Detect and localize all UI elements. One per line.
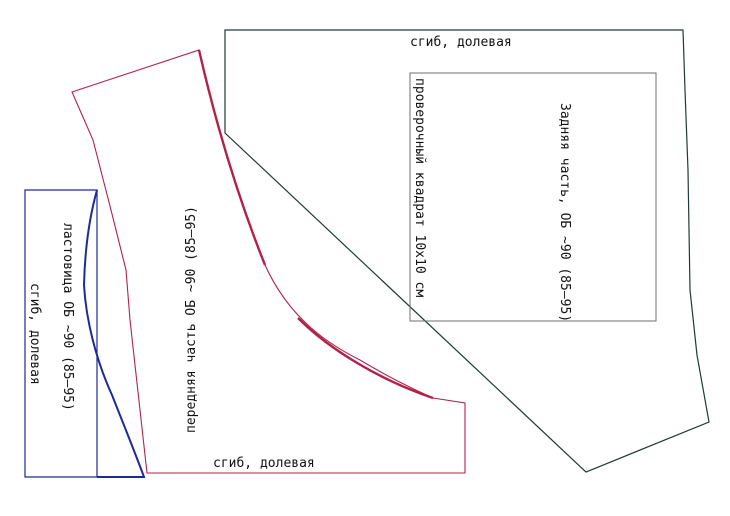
- test-square: [409, 72, 657, 322]
- front-fold-label: сгиб, долевая: [213, 456, 315, 471]
- test-square-label: проверочный квадрат 10х10 см: [412, 78, 427, 297]
- front-piece-outline: [71, 49, 466, 474]
- gusset-fold-label: сгиб, долевая: [27, 283, 42, 385]
- front-piece-label: передняя часть ОБ ~90 (85–95): [184, 206, 199, 433]
- gusset-inner-curve: [82, 189, 146, 478]
- back-piece-outline: [224, 29, 710, 473]
- front-armhole-curve: [197, 49, 267, 266]
- gusset-piece-label: ластовица ОБ ~90 (85–95): [60, 223, 75, 411]
- back-fold-label: сгиб, долевая: [410, 35, 512, 50]
- front-neckline-curve: [297, 317, 434, 400]
- back-piece-label: Задняя часть, ОБ ~90 (85–95): [557, 103, 572, 322]
